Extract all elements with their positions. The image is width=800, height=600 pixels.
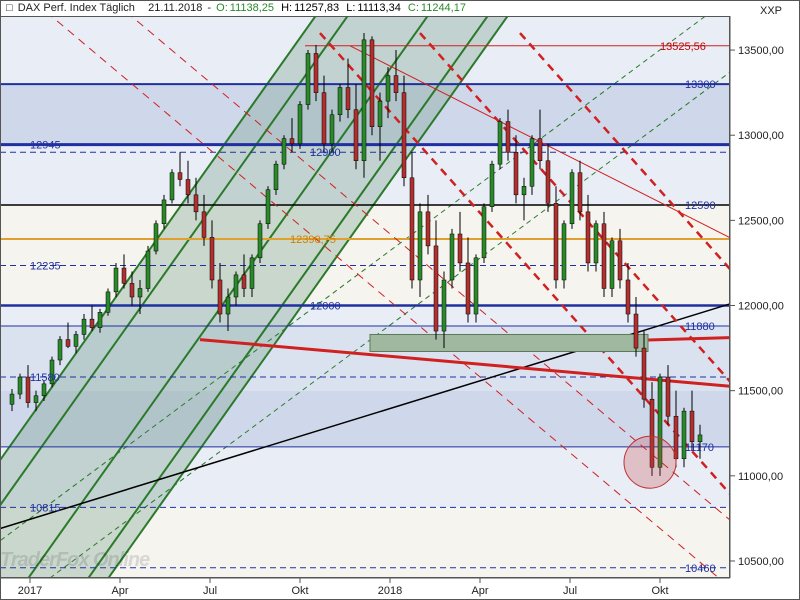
title: DAX Perf. Index Täglich: [18, 2, 135, 14]
c-label: C:: [408, 2, 419, 14]
svg-text:11170: 11170: [685, 442, 714, 454]
l-label: L:: [346, 2, 355, 14]
svg-text:12945: 12945: [30, 140, 61, 152]
h-value: 11257,83: [294, 2, 339, 14]
svg-text:Jul: Jul: [203, 585, 217, 597]
svg-text:13000,00: 13000,00: [738, 130, 784, 142]
svg-text:13500,00: 13500,00: [738, 45, 784, 57]
svg-text:12000,00: 12000,00: [738, 301, 784, 313]
svg-text:12000: 12000: [310, 301, 341, 313]
date: 21.11.2018: [148, 2, 202, 14]
svg-text:11580: 11580: [30, 372, 60, 384]
svg-text:2018: 2018: [378, 585, 402, 597]
o-value: 11138,25: [230, 2, 274, 14]
svg-text:12500,00: 12500,00: [738, 215, 784, 227]
l-value: 11113,34: [357, 2, 400, 14]
c-value: 11244,17: [421, 2, 466, 14]
svg-text:10815: 10815: [30, 502, 61, 514]
svg-text:Jul: Jul: [563, 585, 577, 597]
svg-text:Okt: Okt: [651, 585, 668, 597]
svg-text:12900: 12900: [310, 147, 341, 159]
o-label: O:: [216, 2, 228, 14]
svg-text:Apr: Apr: [111, 585, 128, 597]
svg-text:Okt: Okt: [291, 585, 308, 597]
svg-text:XXP: XXP: [760, 5, 782, 17]
svg-text:13525,56: 13525,56: [660, 41, 706, 53]
svg-text:11000,00: 11000,00: [738, 471, 783, 483]
svg-text:10460: 10460: [685, 563, 716, 575]
svg-text:13300: 13300: [685, 79, 716, 91]
chart-container: □ DAX Perf. Index Täglich 21.11.2018 - O…: [0, 0, 800, 600]
chart-svg: 13525,56 13300 12945 12900 12590 12390,75 1223…: [0, 0, 800, 600]
svg-text:2017: 2017: [18, 585, 42, 597]
h-label: H:: [281, 2, 292, 14]
svg-text:11500,00: 11500,00: [738, 386, 783, 398]
watermark: TraderFox Online: [0, 549, 149, 572]
svg-text:10500,00: 10500,00: [738, 556, 784, 568]
svg-text:Apr: Apr: [471, 585, 488, 597]
chart-header: □ DAX Perf. Index Täglich 21.11.2018 - O…: [6, 2, 468, 14]
svg-text:11880: 11880: [685, 321, 715, 333]
svg-text:12235: 12235: [30, 260, 61, 272]
svg-text:12390,75: 12390,75: [290, 234, 336, 246]
svg-text:12590: 12590: [685, 200, 716, 212]
